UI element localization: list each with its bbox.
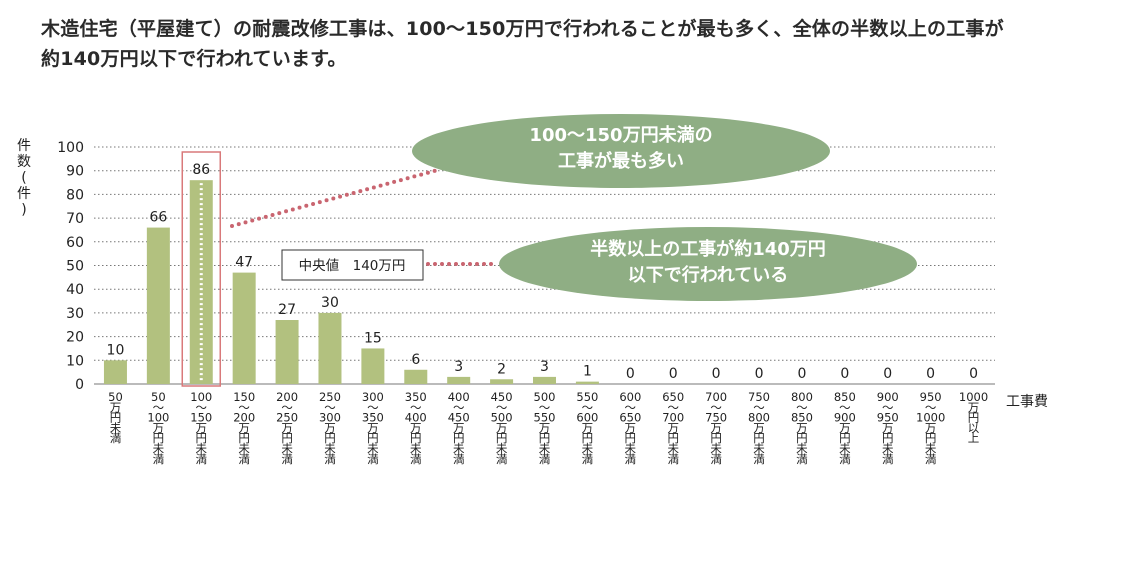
y-axis-label-char: 件 bbox=[17, 186, 31, 202]
bar-value-label: 0 bbox=[883, 366, 892, 382]
y-axis-label-char: ) bbox=[21, 202, 27, 218]
bar bbox=[447, 376, 471, 384]
x-tick-label: 1000 万円以上 bbox=[959, 390, 988, 445]
x-tick-label: 800 〜 850 万円未満 bbox=[791, 390, 813, 466]
x-tick-label: 200 〜 250 万円未満 bbox=[276, 390, 298, 466]
bar bbox=[232, 272, 256, 384]
x-tick-label: 50 〜 100 万円未満 bbox=[147, 390, 169, 466]
x-tick-labels: 50 万円未満 50 〜 100 万円未満 100 〜 150 万円未満 150 〜 200 万円未満 20… bbox=[108, 390, 988, 466]
bar-value-label: 3 bbox=[540, 359, 549, 375]
bar-value-label: 1 bbox=[583, 364, 592, 380]
bar-value-label: 0 bbox=[797, 366, 806, 382]
x-tick-label: 50 万円未満 bbox=[108, 390, 123, 445]
y-axis-label-char: 数 bbox=[17, 154, 31, 170]
bar-value-label: 66 bbox=[149, 210, 167, 226]
y-tick-labels: 0 10 20 30 40 50 60 70 80 90 100 bbox=[57, 140, 84, 393]
callout-right-text: 半数以上の工事が約140万円以下で行われている bbox=[590, 238, 826, 286]
y-tick-label: 10 bbox=[66, 353, 84, 369]
highlight-group bbox=[181, 151, 222, 387]
bar-value-label: 86 bbox=[192, 162, 210, 178]
x-tick-label: 100 〜 150 万円未満 bbox=[190, 390, 212, 466]
x-tick-label: 350 〜 400 万円未満 bbox=[405, 390, 427, 466]
y-tick-label: 90 bbox=[66, 164, 84, 180]
x-tick-label: 400 〜 450 万円未満 bbox=[448, 390, 470, 466]
bar-value-label: 30 bbox=[321, 295, 339, 311]
y-tick-label: 50 bbox=[66, 259, 84, 275]
y-tick-label: 80 bbox=[66, 187, 84, 203]
bar-value-label: 15 bbox=[364, 330, 382, 346]
x-tick-label: 300 〜 350 万円未満 bbox=[362, 390, 384, 466]
bar-value-label: 0 bbox=[840, 366, 849, 382]
bar-value-label: 10 bbox=[107, 342, 125, 358]
bars bbox=[103, 180, 599, 384]
bar bbox=[490, 379, 514, 384]
x-tick-label: 650 〜 700 万円未満 bbox=[662, 390, 684, 466]
bar-value-label: 0 bbox=[969, 366, 978, 382]
x-tick-label: 850 〜 900 万円未満 bbox=[834, 390, 856, 466]
y-tick-label: 70 bbox=[66, 211, 84, 227]
bar bbox=[533, 376, 556, 384]
y-tick-label: 40 bbox=[66, 282, 84, 298]
bar bbox=[404, 369, 428, 384]
y-axis-label-char: 件 bbox=[17, 138, 31, 154]
x-tick-label: 500 〜 550 万円未満 bbox=[534, 390, 556, 466]
bar bbox=[103, 360, 127, 384]
bar bbox=[575, 381, 599, 384]
callout-top-text: 100〜150万円未満の工事が最も多い bbox=[529, 124, 712, 172]
y-tick-label: 60 bbox=[66, 235, 84, 251]
bar-value-label: 0 bbox=[712, 366, 721, 382]
bar bbox=[361, 348, 385, 384]
bar bbox=[146, 227, 170, 384]
x-tick-label: 450 〜 500 万円未満 bbox=[491, 390, 513, 466]
callout-ellipse-right bbox=[499, 227, 917, 301]
x-tick-label: 550 〜 600 万円未満 bbox=[576, 390, 598, 466]
bar-value-label: 0 bbox=[755, 366, 764, 382]
y-tick-label: 100 bbox=[57, 140, 84, 156]
x-tick-label: 600 〜 650 万円未満 bbox=[619, 390, 641, 466]
bar-value-label: 6 bbox=[411, 352, 420, 368]
median-box bbox=[281, 249, 424, 281]
y-axis-label-char: ( bbox=[21, 170, 27, 186]
connector-top bbox=[230, 168, 440, 228]
x-tick-label: 750 〜 800 万円未満 bbox=[748, 390, 770, 466]
headline: 木造住宅（平屋建て）の耐震改修工事は、100〜150万円で行われることが最も多く… bbox=[41, 14, 1121, 74]
y-axis-label: 件数(件) bbox=[14, 138, 34, 218]
highlight-box bbox=[181, 151, 222, 387]
x-tick-label: 150 〜 200 万円未満 bbox=[233, 390, 255, 466]
x-tick-label: 700 〜 750 万円未満 bbox=[705, 390, 727, 466]
bar bbox=[189, 180, 213, 384]
bar bbox=[275, 320, 299, 384]
x-tick-label: 250 〜 300 万円未満 bbox=[319, 390, 341, 466]
median-box-text: 中央値 140万円 bbox=[299, 258, 406, 274]
y-tick-label: 0 bbox=[75, 377, 84, 393]
bar-value-label: 0 bbox=[669, 366, 678, 382]
callout-ellipse-top bbox=[412, 114, 830, 188]
bar-value-label: 27 bbox=[278, 302, 296, 318]
headline-line-1: 木造住宅（平屋建て）の耐震改修工事は、100〜150万円で行われることが最も多く… bbox=[41, 18, 1004, 40]
bar-value-label: 0 bbox=[926, 366, 935, 382]
x-axis-label: 工事費 bbox=[1006, 394, 1048, 410]
bar-value-label: 0 bbox=[626, 366, 635, 382]
y-tick-label: 20 bbox=[66, 330, 84, 346]
bar-value-label: 2 bbox=[497, 361, 506, 377]
headline-line-2: 約140万円以下で行われています。 bbox=[41, 48, 347, 70]
y-tick-label: 30 bbox=[66, 306, 84, 322]
bar bbox=[318, 312, 342, 384]
annotations: 100〜150万円未満の工事が最も多い半数以上の工事が約140万円以下で行われて… bbox=[230, 114, 917, 301]
bar-value-label: 3 bbox=[454, 359, 463, 375]
x-tick-label: 900 〜 950 万円未満 bbox=[877, 390, 899, 466]
bar-value-label: 47 bbox=[235, 255, 253, 271]
x-tick-label: 950 〜 1000 万円未満 bbox=[916, 390, 945, 466]
